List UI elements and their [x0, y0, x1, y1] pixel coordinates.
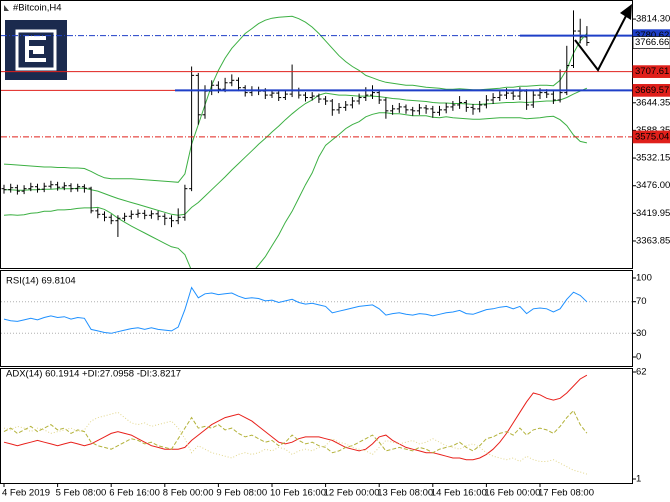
- series-line: [3, 286, 588, 334]
- plot-area: [1, 10, 632, 268]
- x-tick-label: 5 Feb 08:00: [56, 488, 107, 499]
- band-line: [3, 112, 588, 268]
- arrow: [574, 13, 628, 72]
- plot-area: [1, 286, 632, 334]
- y-tick-label: 1: [636, 474, 641, 485]
- arrow-head: [620, 4, 632, 20]
- chart-title: #Bitcoin,H4: [13, 3, 62, 14]
- series-line: [3, 409, 588, 454]
- level-label-box: [632, 65, 670, 78]
- x-tick-label: 13 Feb 08:00: [377, 488, 433, 499]
- level-label-box: [632, 84, 670, 97]
- x-tick-label: 16 Feb 00:00: [484, 488, 540, 499]
- y-tick-label: 3532.15: [636, 153, 670, 164]
- x-tick-label: 10 Feb 16:00: [270, 488, 326, 499]
- adx-pane: [0, 368, 633, 484]
- y-tick-label: 3419.95: [636, 208, 670, 219]
- band-line: [4, 87, 588, 216]
- y-tick-label: 70: [636, 296, 647, 307]
- level-label: 3780.62: [635, 30, 669, 41]
- level-label: 3707.61: [635, 66, 669, 77]
- rsi-pane: [0, 270, 633, 367]
- y-tick-label: 0: [636, 352, 641, 363]
- y-tick-label: 62: [636, 367, 647, 378]
- level-label: 3669.57: [635, 85, 669, 96]
- frame: [0, 0, 633, 484]
- y-tick-label: 100: [636, 273, 652, 284]
- x-tick-label: 14 Feb 16:00: [431, 488, 487, 499]
- series-line: [3, 411, 588, 475]
- y-tick-label: 3814.30: [636, 14, 670, 25]
- x-tick-label: 12 Feb 00:00: [324, 488, 380, 499]
- x-tick-label: 4 Feb 2019: [2, 488, 50, 499]
- band-line: [3, 15, 588, 183]
- series-line: [3, 374, 588, 461]
- logo-letter: [25, 36, 46, 62]
- x-tick-label: 17 Feb 08:00: [538, 488, 594, 499]
- y-tick-label: 3363.85: [636, 235, 670, 246]
- main-pane: [0, 0, 633, 269]
- rsi-title: RSI(14) 69.8104: [6, 276, 76, 287]
- logo: [5, 20, 67, 80]
- x-tick-label: 8 Feb 00:00: [163, 488, 214, 499]
- y-tick-label: 3644.35: [636, 97, 670, 108]
- y-tick-label: 3588.35: [636, 125, 670, 136]
- y-tick-label: 3476.00: [636, 180, 670, 191]
- level-label: 3766.66: [635, 37, 669, 48]
- symbol-icon: [4, 5, 9, 11]
- level-label-box: [632, 130, 670, 144]
- adx-title: ADX(14) 60.1914 +DI:27.0958 -DI:3.8217: [6, 369, 181, 380]
- plot-area: [3, 374, 588, 475]
- x-tick-label: 6 Feb 16:00: [109, 488, 160, 499]
- y-tick-label: 30: [636, 328, 647, 339]
- x-tick-label: 9 Feb 08:00: [216, 488, 267, 499]
- level-label-box: [632, 36, 670, 49]
- level-label: 3575.04: [635, 131, 669, 142]
- logo-frame: [15, 29, 57, 71]
